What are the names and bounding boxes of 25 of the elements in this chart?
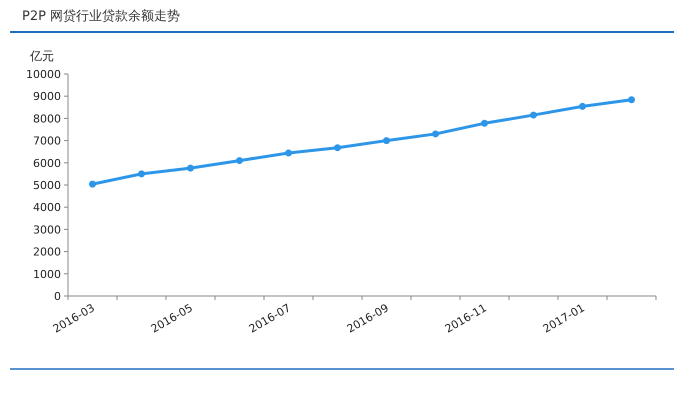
point xyxy=(383,137,390,144)
point xyxy=(187,164,194,172)
y-axis-title: 亿元 xyxy=(29,49,54,63)
y-tick-label: 3000 xyxy=(33,223,61,236)
y-tick-label: 8000 xyxy=(33,112,61,126)
point xyxy=(530,112,537,119)
y-tick-label: 7000 xyxy=(33,134,61,148)
y-tick-label: 6000 xyxy=(33,156,61,170)
y-tick-label: 10000 xyxy=(26,68,61,81)
point xyxy=(138,170,145,178)
y-tick-label: 1000 xyxy=(33,268,61,281)
point xyxy=(432,130,439,138)
point xyxy=(579,102,586,110)
point xyxy=(334,144,341,152)
point xyxy=(236,157,243,164)
y-tick-label: 0 xyxy=(54,290,61,303)
chart-title: P2P 网贷行业贷款余额走势 xyxy=(22,9,180,24)
point xyxy=(481,120,488,127)
y-tick-label: 4000 xyxy=(33,201,61,214)
point xyxy=(628,96,635,104)
point xyxy=(89,180,96,188)
y-tick-label: 5000 xyxy=(33,179,61,192)
y-tick-label: 2000 xyxy=(33,246,61,259)
y-tick-label: 9000 xyxy=(33,90,61,104)
point xyxy=(285,150,292,157)
